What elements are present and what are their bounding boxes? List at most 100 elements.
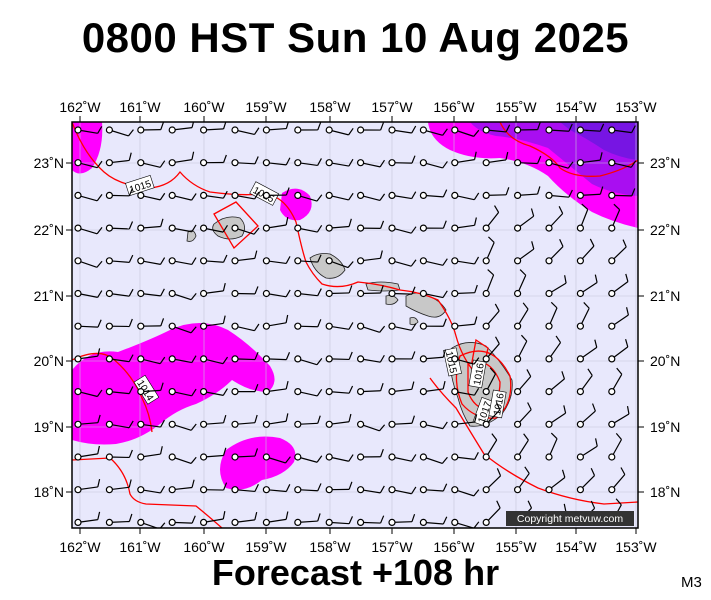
wind-barb bbox=[262, 256, 291, 265]
wind-barb bbox=[576, 438, 598, 461]
wind-barb bbox=[105, 152, 132, 167]
wind-barb bbox=[482, 402, 501, 428]
wind-barb bbox=[482, 468, 502, 494]
wind-barb bbox=[137, 159, 166, 168]
wind-barb bbox=[419, 453, 448, 465]
wind-barb bbox=[200, 414, 227, 428]
wind-barb bbox=[451, 355, 480, 365]
wind-barb bbox=[482, 187, 510, 199]
wind-barb bbox=[137, 288, 165, 298]
wind-barb bbox=[576, 403, 596, 428]
wind-barb bbox=[513, 186, 541, 199]
wind-barb bbox=[388, 286, 416, 298]
wind-barb bbox=[576, 368, 593, 396]
wind-barb bbox=[482, 236, 495, 265]
wind-barb bbox=[325, 191, 354, 201]
lon-label-bottom: 156˚W bbox=[433, 539, 475, 555]
niihau-island bbox=[186, 230, 197, 242]
wind-barb bbox=[608, 239, 627, 265]
wind-barb bbox=[262, 381, 289, 396]
wind-barb bbox=[74, 388, 103, 398]
wind-barb bbox=[545, 206, 564, 232]
wind-barb bbox=[168, 151, 195, 167]
wind-barb bbox=[545, 405, 567, 428]
lon-label-top: 161˚W bbox=[119, 99, 161, 115]
wind-barb bbox=[231, 383, 259, 396]
wind-barb bbox=[231, 511, 258, 527]
wind-barb bbox=[325, 257, 354, 269]
wind-barb bbox=[513, 466, 530, 494]
wind-barb bbox=[357, 449, 384, 461]
wind-barb bbox=[608, 159, 637, 168]
wind-barb bbox=[388, 125, 417, 134]
wind-barb bbox=[262, 157, 291, 167]
wind-barb bbox=[576, 238, 595, 265]
wind-barb bbox=[545, 371, 566, 396]
wind-barb bbox=[388, 257, 417, 267]
wind-barb bbox=[513, 369, 532, 396]
wind-barb bbox=[168, 355, 197, 364]
lon-label-bottom: 158˚W bbox=[309, 539, 351, 555]
svg-text:1016: 1016 bbox=[492, 392, 507, 416]
wind-barb bbox=[608, 339, 629, 363]
lon-label-bottom: 154˚W bbox=[555, 539, 597, 555]
wind-barb bbox=[105, 420, 134, 429]
lon-label-top: 158˚W bbox=[309, 99, 351, 115]
wind-barb bbox=[576, 301, 590, 330]
wind-barb bbox=[105, 318, 133, 330]
wind-barb bbox=[325, 351, 353, 363]
wind-barb bbox=[640, 190, 666, 198]
wind-barb bbox=[74, 289, 103, 298]
wind-barb bbox=[105, 386, 134, 396]
wind-barb bbox=[105, 449, 133, 461]
isobar-label: 1016 bbox=[468, 359, 487, 389]
wind-barb bbox=[74, 479, 101, 494]
wind-barb bbox=[74, 511, 101, 527]
wind-barb bbox=[419, 257, 448, 266]
wind-barb bbox=[513, 241, 535, 265]
wind-barb bbox=[608, 307, 629, 330]
forecast-label: Forecast +108 hr bbox=[211, 552, 500, 593]
wind-barb bbox=[357, 159, 385, 168]
wind-barb bbox=[231, 224, 260, 235]
wind-barb bbox=[231, 414, 258, 428]
wind-barb bbox=[482, 500, 501, 527]
wind-barb bbox=[608, 433, 623, 461]
wind-barb bbox=[357, 250, 383, 265]
lon-label-bottom: 161˚W bbox=[119, 539, 161, 555]
wind-barb bbox=[640, 373, 660, 395]
wind-barb bbox=[357, 191, 386, 201]
wind-barb bbox=[576, 203, 589, 232]
wind-barb bbox=[200, 190, 228, 199]
wind-barb bbox=[294, 513, 321, 527]
wind-barb bbox=[451, 256, 480, 265]
wind-barb bbox=[231, 351, 259, 363]
lat-label-left: 21˚N bbox=[34, 288, 64, 304]
wind-barbs bbox=[74, 122, 666, 528]
wind-barb bbox=[640, 302, 652, 329]
wind-barb bbox=[74, 257, 103, 268]
kauai-island bbox=[212, 216, 245, 240]
wind-barb bbox=[419, 220, 447, 232]
rain-area-south bbox=[220, 436, 296, 490]
wind-barb bbox=[482, 151, 509, 167]
wind-barb bbox=[419, 516, 448, 527]
wind-barb bbox=[576, 152, 603, 167]
copyright-text: Copyright metvuw.com bbox=[517, 513, 623, 525]
wind-barb bbox=[482, 367, 497, 396]
wind-barb bbox=[294, 158, 322, 167]
wind-barb bbox=[294, 319, 322, 330]
lon-label-top: 153˚W bbox=[615, 99, 657, 115]
kahoolawe-island bbox=[409, 317, 419, 326]
wind-barb bbox=[231, 250, 258, 265]
wind-barb bbox=[388, 351, 416, 363]
wind-barb bbox=[357, 382, 384, 396]
wind-barb bbox=[168, 479, 195, 494]
wind-barb bbox=[513, 122, 541, 134]
lon-label-top: 154˚W bbox=[555, 99, 597, 115]
wind-barb bbox=[357, 122, 385, 134]
wind-barb bbox=[105, 513, 133, 527]
wind-barb bbox=[388, 224, 417, 234]
wind-barb bbox=[451, 126, 480, 137]
wind-barb bbox=[168, 224, 197, 233]
